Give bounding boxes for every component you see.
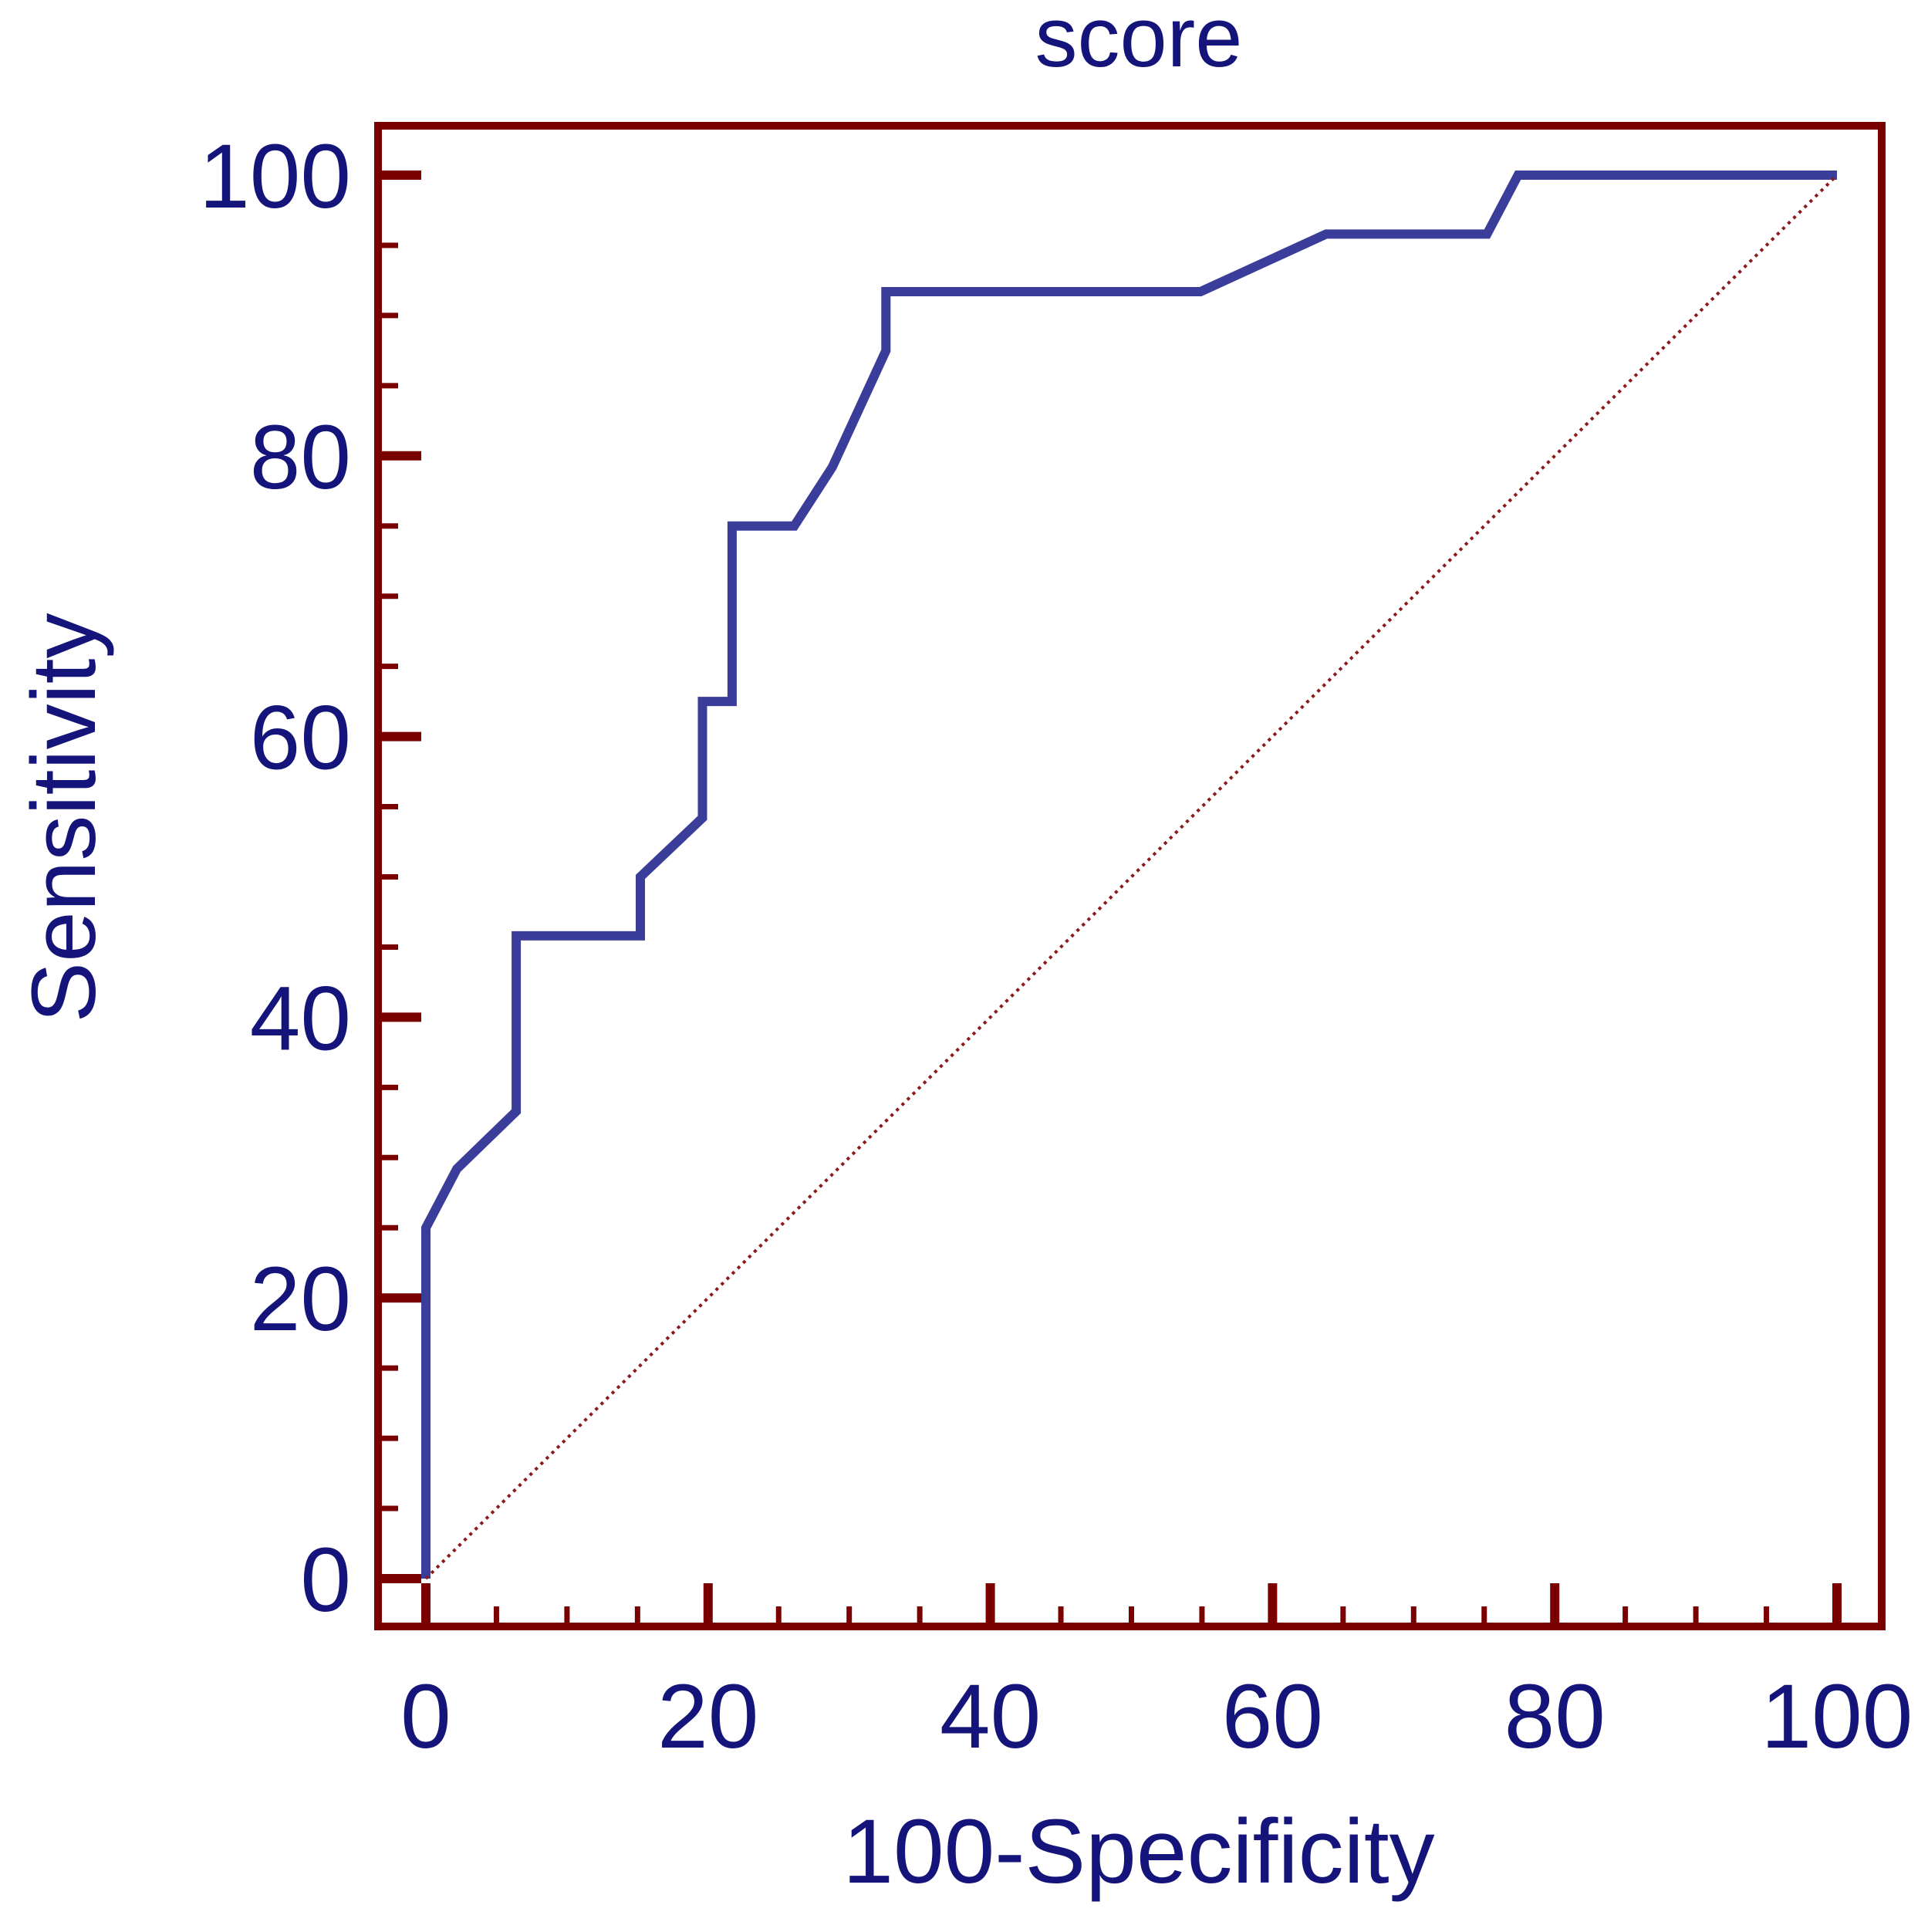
x-tick-label: 40 <box>940 1666 1041 1768</box>
plot-frame <box>374 122 1886 1630</box>
series-group <box>421 171 1839 1580</box>
y-tick-label: 80 <box>250 407 351 508</box>
y-tick-label: 20 <box>250 1248 351 1350</box>
y-tick-label: 0 <box>300 1529 351 1631</box>
x-tick-label: 100 <box>1761 1666 1913 1768</box>
axis-ticks-group: 0 20 40 60 80 100 0 20 40 60 80 100 <box>199 126 1913 1768</box>
y-axis-label: Sensitivity <box>13 613 115 1022</box>
x-tick-label: 0 <box>400 1666 451 1768</box>
x-tick-label: 20 <box>657 1666 758 1768</box>
y-tick-label: 60 <box>250 687 351 789</box>
x-axis-label: 100-Specificity <box>842 1801 1434 1903</box>
x-tick-label: 60 <box>1222 1666 1323 1768</box>
y-tick-label: 40 <box>250 968 351 1069</box>
plot-frame-group <box>374 122 1886 1630</box>
chart-title: score <box>1035 0 1243 85</box>
x-tick-label: 80 <box>1504 1666 1606 1768</box>
y-tick-label: 100 <box>199 126 351 228</box>
roc-curve-line <box>421 171 1837 1579</box>
